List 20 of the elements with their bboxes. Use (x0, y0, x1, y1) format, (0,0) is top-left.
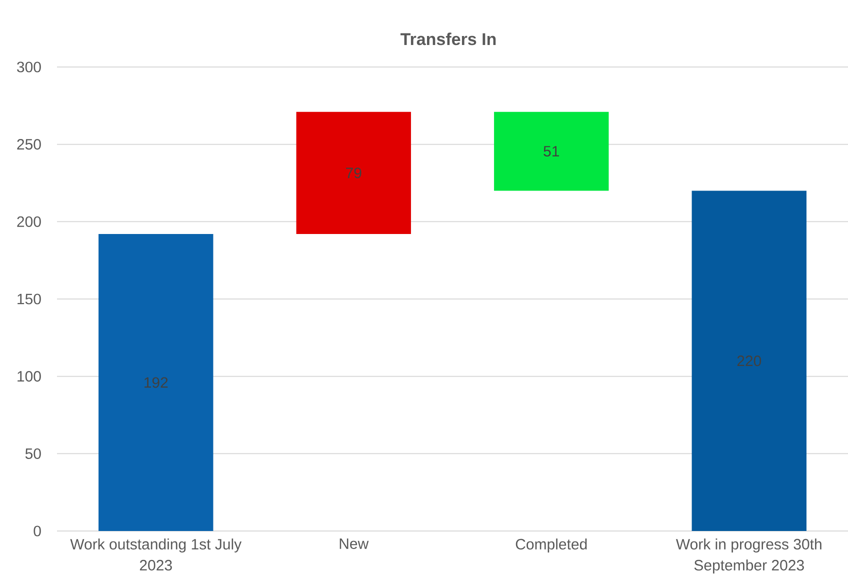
y-tick-label: 150 (18, 294, 41, 304)
chart-title: Transfers In (400, 32, 496, 46)
data-label: 192 (144, 377, 168, 388)
y-tick-label: 300 (17, 62, 41, 72)
x-tick-label: Completed (516, 538, 587, 552)
x-tick-label: Work in progress 30th September 2023 (676, 538, 822, 574)
y-tick-label: 50 (25, 448, 41, 459)
x-tick-label: New (340, 538, 369, 549)
bar (692, 190, 806, 531)
data-label: 51 (544, 146, 559, 157)
x-tick-label: Work outstanding 1st July 2023 (70, 538, 242, 571)
data-label: 220 (737, 356, 762, 366)
y-tick-label: 100 (18, 371, 41, 382)
y-tick-label: 250 (17, 139, 41, 150)
y-tick-label: 200 (17, 216, 41, 227)
bar (98, 234, 214, 531)
data-label: 79 (346, 168, 362, 178)
bar (494, 112, 609, 191)
bar (296, 112, 411, 234)
y-tick-label: 0 (34, 526, 41, 536)
